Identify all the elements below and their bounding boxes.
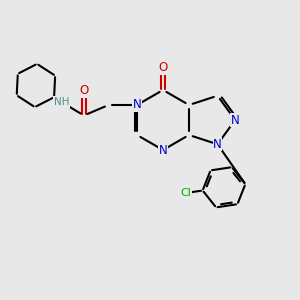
Text: N: N xyxy=(213,138,222,151)
Text: N: N xyxy=(133,98,141,112)
Text: N: N xyxy=(231,113,239,127)
Text: NH: NH xyxy=(54,97,69,107)
Text: O: O xyxy=(158,61,168,74)
Text: N: N xyxy=(159,143,167,157)
Text: Cl: Cl xyxy=(181,188,192,198)
Text: O: O xyxy=(79,84,88,98)
